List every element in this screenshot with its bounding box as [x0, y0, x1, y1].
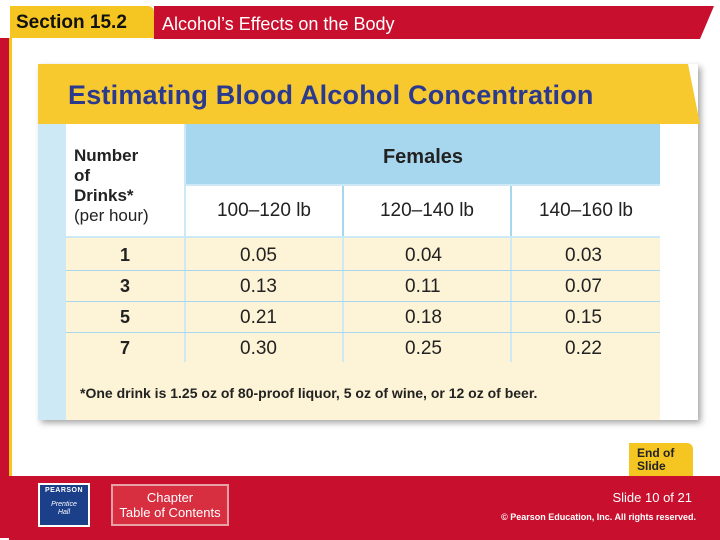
column-divider [342, 186, 344, 236]
logo-subtitle: Prentice Hall [40, 501, 88, 517]
table-body [66, 238, 660, 362]
header-title-bar [154, 6, 700, 39]
end-of-slide-line: End of [637, 446, 675, 460]
left-rail [0, 38, 9, 538]
group-header-label: Females [382, 146, 464, 168]
drinks-cell: 3 [119, 276, 130, 296]
card-title: Estimating Blood Alcohol Concentration [68, 80, 594, 110]
row-divider [66, 301, 660, 302]
row-header-line: of [74, 166, 91, 185]
chapter-toc-line: Table of Contents [119, 505, 221, 520]
slide-number: Slide 10 of 21 [612, 490, 692, 505]
left-rail-accent [9, 38, 12, 538]
group-header-cell: Females [186, 124, 660, 184]
bac-value-cell: 0.15 [565, 307, 602, 328]
row-header-cell [66, 124, 184, 236]
bac-value-cell: 0.21 [240, 307, 277, 328]
row-header-line: Number [74, 146, 139, 165]
row-divider [66, 270, 660, 271]
copyright-notice: © Pearson Education, Inc. All rights res… [501, 512, 696, 522]
bac-value-cell: 0.07 [565, 276, 602, 297]
chapter-toc-button[interactable]: Chapter Table of Contents [111, 484, 229, 526]
header-title-bar-tip [700, 6, 714, 39]
weight-header-row: 100–120 lb 120–140 lb 140–160 lb [186, 186, 660, 236]
row-divider [66, 332, 660, 333]
end-of-slide-button[interactable]: End of Slide [629, 443, 693, 478]
bac-value-cell: 0.11 [405, 276, 441, 297]
bac-value-cell: 0.22 [565, 338, 602, 359]
footnote: *One drink is 1.25 oz of 80-proof liquor… [80, 385, 538, 401]
bac-value-cell: 0.25 [405, 338, 442, 359]
logo-name: PEARSON [44, 487, 84, 494]
card-title-bar [38, 64, 688, 124]
drinks-cell: 5 [119, 307, 130, 327]
bac-value-cell: 0.13 [240, 276, 277, 297]
section-tab: Section 15.2 [10, 6, 154, 38]
column-divider [510, 186, 512, 236]
drinks-cell: 1 [119, 245, 130, 265]
row-header-label: Number of Drinks* (per hour) [74, 146, 149, 226]
logo-subtitle-line: Hall [57, 509, 71, 516]
column-divider [510, 238, 512, 362]
row-header-line: Drinks* [74, 186, 134, 205]
bac-value-cell: 0.03 [565, 245, 602, 266]
column-divider [184, 238, 186, 362]
weight-header-cell: 140–160 lb [538, 200, 634, 221]
drinks-cell: 7 [119, 338, 130, 358]
chapter-toc-label: Chapter Table of Contents [113, 490, 227, 520]
weight-header-cell: 120–140 lb [379, 200, 475, 221]
pearson-logo: PEARSON Prentice Hall [38, 483, 90, 527]
footnote-area [66, 362, 660, 420]
chapter-toc-line: Chapter [146, 490, 194, 505]
logo-subtitle-line: Prentice [51, 501, 77, 508]
bac-value-cell: 0.30 [240, 338, 277, 359]
bac-value-cell: 0.04 [405, 245, 442, 266]
bac-value-cell: 0.18 [405, 307, 442, 328]
end-of-slide-line: Slide [637, 459, 666, 473]
card-title-bar-tip [688, 64, 700, 124]
section-label: Section 15.2 [16, 12, 127, 33]
row-header-line: (per hour) [74, 206, 149, 225]
weight-header-cell: 100–120 lb [216, 200, 312, 221]
header-title: Alcohol’s Effects on the Body [162, 14, 395, 34]
bac-value-cell: 0.05 [240, 245, 277, 266]
end-of-slide-label: End of Slide [637, 447, 674, 473]
column-divider [342, 238, 344, 362]
